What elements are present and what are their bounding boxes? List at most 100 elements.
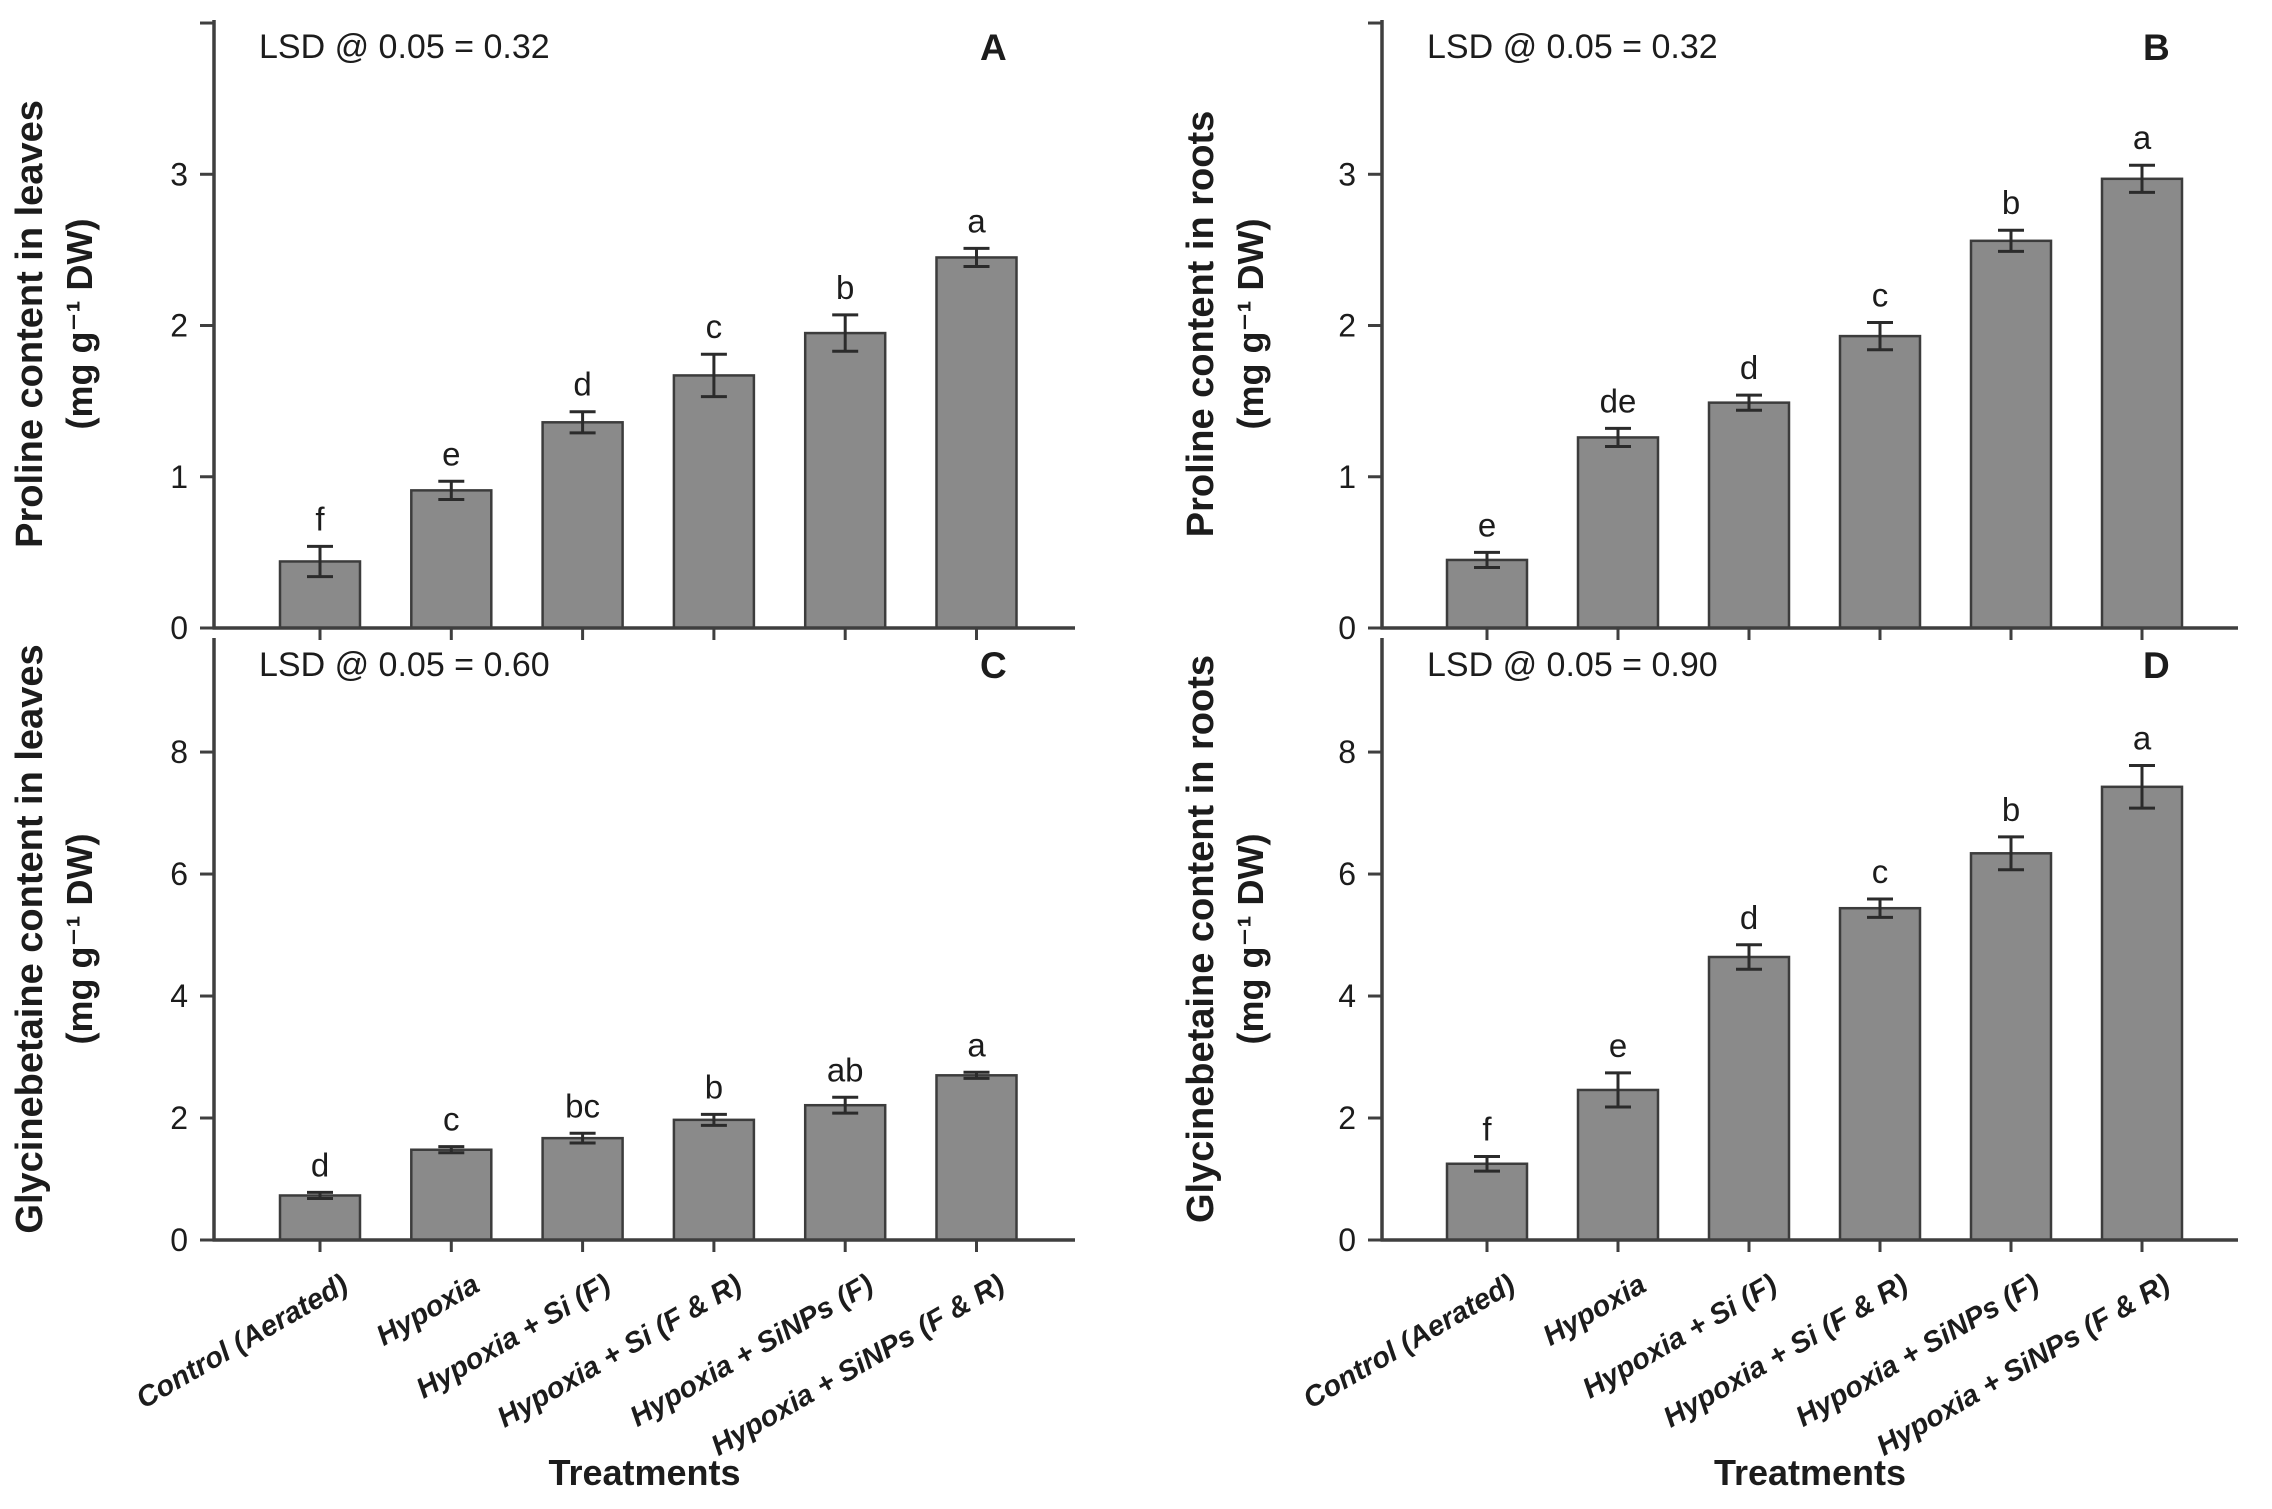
y-tick-label: 1 xyxy=(170,459,188,495)
y-axis-units: (mg g⁻¹ DW) xyxy=(1230,834,1271,1045)
bar-C-5 xyxy=(803,1103,887,1242)
x-tick-label: Hypoxia xyxy=(1538,1268,1652,1352)
bar-C-1 xyxy=(278,1194,362,1242)
x-tick-label: Control (Aerated) xyxy=(131,1268,354,1415)
panel-letter: B xyxy=(2143,27,2170,68)
y-tick-label: 8 xyxy=(1338,734,1356,770)
sig-letter: d xyxy=(573,366,591,403)
sig-letter: f xyxy=(1482,1110,1492,1147)
x-tick-label: Hypoxia xyxy=(371,1268,485,1352)
bar-A-6 xyxy=(935,256,1018,630)
bar-D-4 xyxy=(1838,906,1922,1242)
sig-letter: d xyxy=(311,1146,329,1183)
error-bar xyxy=(1736,943,1762,971)
error-bar xyxy=(1867,320,1893,352)
error-bar xyxy=(1474,550,1500,570)
sig-letter: c xyxy=(443,1101,460,1138)
sig-letter: d xyxy=(1740,349,1758,386)
sig-letter: b xyxy=(2002,791,2020,828)
error-bar xyxy=(307,1190,333,1201)
sig-letter: e xyxy=(1478,506,1496,543)
sig-letter: d xyxy=(1740,899,1758,936)
error-bar xyxy=(1736,393,1762,412)
sig-letter: c xyxy=(1872,853,1889,890)
panel-letter: A xyxy=(980,27,1007,68)
y-tick-label: 1 xyxy=(1338,459,1356,495)
bar-B-5 xyxy=(1969,239,2053,630)
bar-B-4 xyxy=(1838,334,1922,630)
lsd-label: LSD @ 0.05 = 0.60 xyxy=(259,646,550,684)
x-tick-label: Hypoxia + Si (F & R) xyxy=(1658,1268,1913,1434)
sig-letter: ab xyxy=(827,1051,864,1088)
error-bar xyxy=(2129,163,2155,194)
sig-letter: e xyxy=(442,435,460,472)
y-tick-label: 2 xyxy=(1338,308,1356,344)
error-bar xyxy=(569,1131,596,1145)
error-bar xyxy=(307,544,333,579)
sig-letter: b xyxy=(2002,184,2020,221)
sig-letter: a xyxy=(967,202,986,239)
error-bar xyxy=(832,1095,859,1115)
panel-letter: D xyxy=(2143,645,2170,686)
y-tick-label: 0 xyxy=(1338,1222,1356,1258)
error-bar xyxy=(700,1112,727,1127)
sig-letter: a xyxy=(2133,119,2152,156)
bar-D-3 xyxy=(1707,955,1791,1242)
y-tick-label: 0 xyxy=(170,610,188,646)
bar-D-2 xyxy=(1576,1088,1660,1242)
bar-B-2 xyxy=(1576,436,1660,630)
sig-letter: de xyxy=(1600,382,1637,419)
bar-B-3 xyxy=(1707,401,1791,630)
panel-B: e de d c b a 0 1 2 3 LSD @ 0.05 = 0.32 B Proline con… xyxy=(1180,20,2238,646)
y-tick-label: 2 xyxy=(170,1100,188,1136)
lsd-label: LSD @ 0.05 = 0.90 xyxy=(1427,646,1718,684)
y-tick-label: 2 xyxy=(170,308,188,344)
sig-letter: a xyxy=(967,1026,986,1063)
y-tick-label: 2 xyxy=(1338,1100,1356,1136)
y-tick-label: 6 xyxy=(1338,856,1356,892)
y-tick-label: 3 xyxy=(170,156,188,192)
bar-C-4 xyxy=(672,1118,756,1242)
y-tick-label: 3 xyxy=(1338,156,1356,192)
y-axis-units: (mg g⁻¹ DW) xyxy=(59,219,100,430)
y-axis-title: Proline content in leaves xyxy=(9,100,51,548)
error-bar xyxy=(1474,1154,1500,1173)
x-axis-title: Treatments xyxy=(1714,1452,1906,1493)
y-tick-label: 8 xyxy=(170,734,188,770)
bar-D-5 xyxy=(1969,852,2053,1242)
error-bar xyxy=(1998,228,2024,253)
bar-C-2 xyxy=(410,1148,493,1242)
y-tick-label: 0 xyxy=(1338,610,1356,646)
error-bar xyxy=(438,1145,465,1155)
lsd-label: LSD @ 0.05 = 0.32 xyxy=(1427,28,1718,66)
y-axis-units: (mg g⁻¹ DW) xyxy=(59,834,100,1045)
sig-letter: b xyxy=(836,269,854,306)
y-axis-title: Glycinebetaine content in roots xyxy=(1180,655,1222,1223)
error-bar xyxy=(1605,1071,1631,1109)
x-axis-title: Treatments xyxy=(548,1452,740,1493)
y-tick-label: 4 xyxy=(1338,978,1356,1014)
y-axis-title: Glycinebetaine content in leaves xyxy=(9,644,51,1233)
sig-letter: c xyxy=(706,308,723,345)
panel-A: f e d c b a 0 1 2 3 LSD @ 0.05 = 0.32 A Proline cont… xyxy=(9,20,1075,646)
sig-letter: e xyxy=(1609,1027,1627,1064)
error-bar xyxy=(569,410,596,435)
sig-letter: a xyxy=(2133,719,2152,756)
bar-A-3 xyxy=(541,421,624,630)
bar-B-6 xyxy=(2100,177,2184,630)
bar-A-5 xyxy=(803,331,887,630)
bar-C-3 xyxy=(541,1136,624,1242)
error-bar xyxy=(963,246,990,269)
x-tick-label: Control (Aerated) xyxy=(1298,1268,1521,1415)
error-bar xyxy=(832,313,859,353)
bar-D-6 xyxy=(2100,785,2184,1242)
y-axis-title: Proline content in roots xyxy=(1180,111,1222,537)
error-bar xyxy=(700,352,727,399)
panel-D: f Control (Aerated) e Hypoxia d Hypoxia + Si … xyxy=(1180,638,2238,1493)
error-bar xyxy=(963,1070,990,1080)
error-bar xyxy=(1605,426,1631,449)
y-axis-units: (mg g⁻¹ DW) xyxy=(1230,219,1271,430)
error-bar xyxy=(1998,835,2024,872)
